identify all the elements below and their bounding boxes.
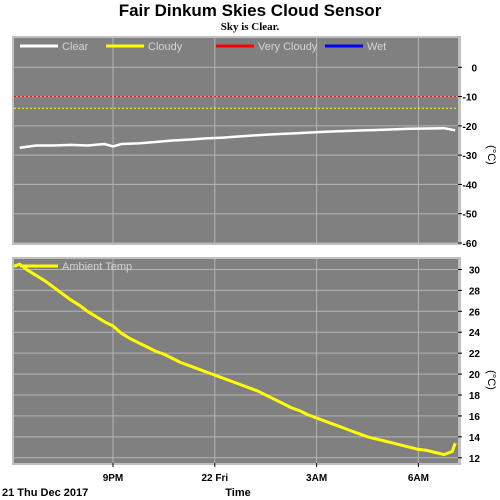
xtick-label-3: 6AM	[408, 473, 429, 484]
ambient-ytick-label-3: 24	[469, 328, 481, 339]
ambient-ytick-label-5: 20	[469, 370, 481, 381]
ambient-series	[13, 262, 457, 457]
xtick-label-0: 9PM	[103, 473, 124, 484]
ambient-y-axis-label: (°C)	[485, 370, 497, 390]
ambient-ytick-label-2: 26	[469, 307, 481, 318]
cloud-legend: Clear Cloudy Very Cloudy Wet	[20, 41, 386, 53]
cloud-series	[19, 126, 456, 150]
legend-label-wet: Wet	[367, 41, 386, 53]
cloud-y-axis: 0 -10 -20 -30 -40 -50 -60	[458, 63, 477, 250]
time-x-axis: 9PM 22 Fri 3AM 6AM	[103, 463, 429, 484]
chart-title: Fair Dinkum Skies Cloud Sensor	[118, 1, 382, 20]
xtick-label-1: 22 Fri	[201, 473, 228, 484]
ambient-ytick-label-7: 16	[469, 412, 481, 423]
sky-status: Sky is Clear.	[220, 21, 280, 33]
cloud-ytick-label-4: -40	[463, 180, 478, 191]
ambient-plot-area	[14, 259, 458, 463]
ambient-ytick-label-4: 22	[469, 349, 481, 360]
legend-label-ambient-temp: Ambient Temp	[62, 261, 132, 273]
ambient-ytick-label-1: 28	[469, 286, 481, 297]
ambient-ytick-label-9: 12	[469, 454, 481, 465]
date-label: 21 Thu Dec 2017	[2, 487, 88, 499]
legend-label-clear: Clear	[62, 41, 89, 53]
cloud-ytick-label-1: -10	[463, 93, 478, 104]
xtick-label-2: 3AM	[306, 473, 327, 484]
cloud-ytick-label-2: -20	[463, 122, 478, 133]
cloud-ytick-label-0: 0	[471, 63, 477, 74]
ambient-ytick-label-0: 30	[469, 265, 481, 276]
cloud-ytick-label-3: -30	[463, 151, 478, 162]
ambient-ytick-label-8: 14	[469, 433, 481, 444]
cloud-y-axis-label: (°C)	[485, 145, 497, 165]
ambient-ytick-label-6: 18	[469, 391, 481, 402]
cloud-ytick-label-6: -60	[463, 239, 478, 250]
x-axis-label: Time	[225, 487, 250, 499]
ambient-legend: Ambient Temp	[20, 261, 132, 273]
cloud-grid	[14, 38, 458, 244]
legend-label-very-cloudy: Very Cloudy	[258, 41, 318, 53]
cloud-threshold-lines	[14, 96, 458, 109]
series-clear	[19, 126, 456, 150]
legend-label-cloudy: Cloudy	[148, 41, 183, 53]
series-ambient-temp	[13, 262, 457, 457]
cloud-plot-area	[14, 38, 458, 243]
ambient-y-axis: 30 28 26 24 22 20 18 16 14 12	[458, 265, 481, 465]
cloud-ytick-label-5: -50	[463, 210, 478, 221]
